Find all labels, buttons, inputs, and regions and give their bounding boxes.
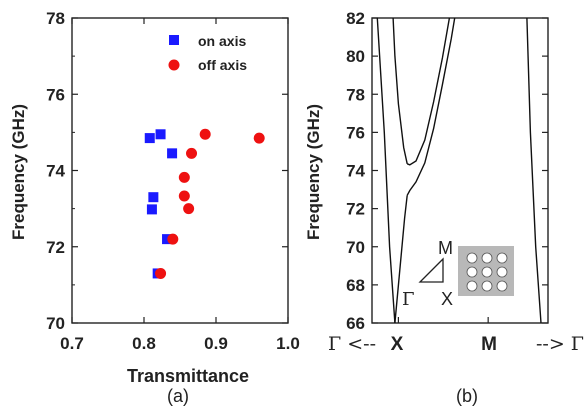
- band-line: [526, 17, 542, 324]
- panel-b-ticks: 66 68 70 72 74 76 78 80 82: [346, 9, 548, 333]
- panel-a-y-tick-label: 70: [46, 314, 65, 333]
- data-point-on-axis: [162, 234, 173, 245]
- band-line: [406, 17, 456, 196]
- lattice-hole: [466, 266, 478, 278]
- band-line: [376, 17, 396, 324]
- panel-b-y-tick-label: 68: [346, 276, 365, 295]
- data-point-off-axis: [186, 147, 198, 159]
- inset-label-x: X: [441, 289, 453, 309]
- data-point-off-axis: [167, 233, 179, 245]
- data-point-on-axis: [167, 148, 178, 159]
- panel-a-y-tick-label: 72: [46, 238, 65, 257]
- data-point-off-axis: [178, 190, 190, 202]
- panel-a-x-axis-title: Transmittance: [127, 366, 249, 386]
- panel-b-y-tick-label: 78: [346, 85, 365, 104]
- legend-marker-off-axis: [168, 59, 180, 71]
- legend-marker-on-axis: [169, 35, 179, 45]
- x-tick-gamma-left: Γ <--: [328, 333, 376, 355]
- panel-b-y-tick-label: 74: [346, 162, 365, 181]
- panel-b-y-tick-label: 80: [346, 47, 365, 66]
- panel-a-y-tick-label: 78: [46, 9, 65, 28]
- brillouin-zone-inset: M Γ X: [402, 238, 514, 310]
- panel-b-y-axis-title: Frequency (GHz): [304, 104, 323, 240]
- irreducible-zone-triangle: [418, 257, 444, 283]
- lattice-hole: [496, 252, 508, 264]
- data-point-off-axis: [199, 128, 211, 140]
- panel-b-band-lines: [376, 17, 542, 324]
- panel-b-y-tick-label: 66: [346, 314, 365, 333]
- x-tick-x-point: X: [391, 334, 404, 355]
- panel-a-x-tick-label: 1.0: [276, 334, 300, 353]
- panel-a-points: [144, 128, 265, 279]
- panel-a: 0.7 0.8 0.9 1.0 70 72 74 76 78 Frequency (GHz) T…: [9, 9, 300, 406]
- x-tick-m-point: M: [481, 334, 497, 355]
- lattice-holes: [466, 252, 508, 292]
- lattice-hole: [481, 252, 493, 264]
- data-point-off-axis: [183, 203, 195, 215]
- panel-a-label: (a): [167, 386, 189, 406]
- inset-label-m: M: [438, 238, 453, 258]
- panel-a-x-tick-label: 0.7: [60, 334, 84, 353]
- data-point-off-axis: [155, 267, 167, 279]
- panel-b-y-tick-label: 82: [346, 9, 365, 28]
- panel-a-ticks: 0.7 0.8 0.9 1.0 70 72 74 76 78: [46, 9, 300, 353]
- panel-b-y-tick-label: 76: [346, 123, 365, 142]
- lattice-hole: [466, 280, 478, 292]
- lattice-hole: [481, 266, 493, 278]
- panel-a-frame: [71, 17, 289, 324]
- lattice-hole: [496, 266, 508, 278]
- inset-label-gamma: Γ: [402, 289, 415, 310]
- panel-a-y-tick-label: 76: [46, 85, 65, 104]
- panel-a-y-axis-title: Frequency (GHz): [9, 104, 28, 240]
- lattice-hole: [481, 280, 493, 292]
- data-point-off-axis: [178, 171, 190, 183]
- lattice-hole: [466, 252, 478, 264]
- data-point-on-axis: [146, 204, 157, 215]
- panel-a-legend: on axis off axis: [168, 33, 247, 73]
- data-point-on-axis: [155, 129, 166, 140]
- panel-b: 66 68 70 72 74 76 78 80 82 Frequency (GHz) Γ <--…: [304, 9, 584, 406]
- data-point-off-axis: [253, 132, 265, 144]
- lattice-hole: [496, 280, 508, 292]
- legend-label-off-axis: off axis: [198, 57, 247, 73]
- panel-b-label: (b): [456, 386, 478, 406]
- band-line: [394, 195, 408, 324]
- band-line: [392, 17, 408, 164]
- data-point-on-axis: [144, 133, 155, 144]
- panel-b-y-tick-label: 70: [346, 238, 365, 257]
- panel-a-y-tick-label: 74: [46, 162, 65, 181]
- panel-b-y-tick-label: 72: [346, 200, 365, 219]
- data-point-on-axis: [148, 192, 159, 203]
- x-tick-gamma-right: --> Γ: [536, 333, 584, 355]
- legend-label-on-axis: on axis: [198, 33, 246, 49]
- band-line: [406, 17, 451, 166]
- panel-a-x-tick-label: 0.9: [204, 334, 228, 353]
- panel-a-x-tick-label: 0.8: [132, 334, 156, 353]
